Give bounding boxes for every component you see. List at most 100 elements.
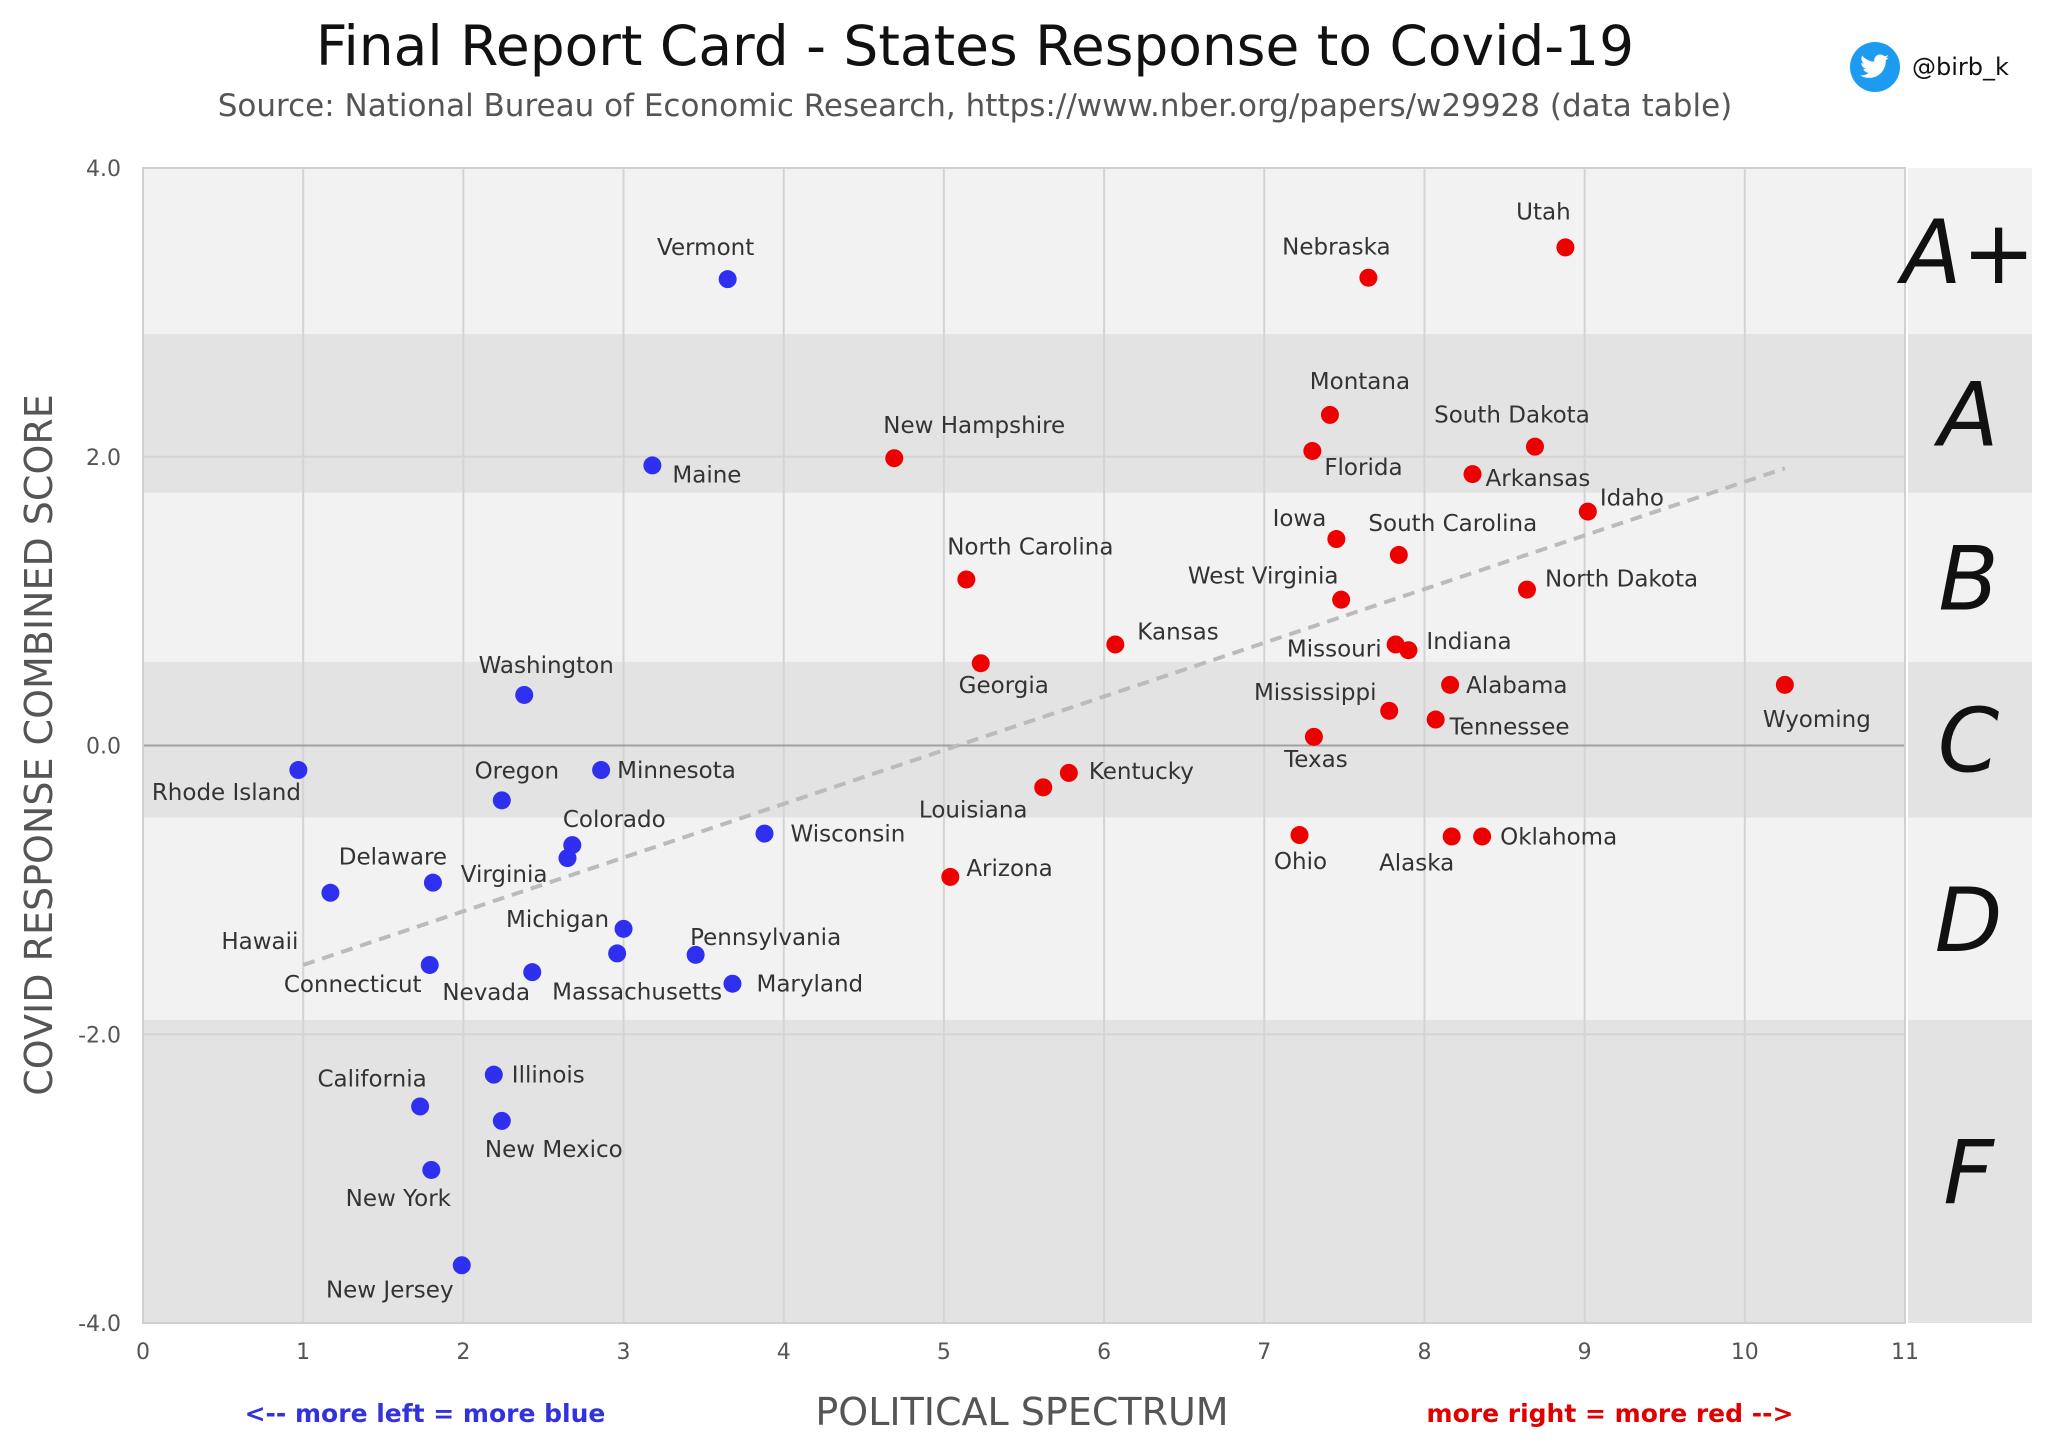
point-wisconsin[interactable]: [755, 824, 774, 843]
label-oregon: Oregon: [475, 758, 559, 784]
point-nevada[interactable]: [523, 963, 542, 982]
y-axis-title: COVID RESPONSE COMBINED SCORE: [17, 394, 61, 1096]
point-connecticut[interactable]: [420, 955, 439, 974]
point-mississippi[interactable]: [1380, 701, 1399, 720]
note-more-right: more right = more red -->: [1427, 1399, 1794, 1428]
point-indiana[interactable]: [1399, 641, 1418, 660]
point-maine[interactable]: [643, 456, 662, 475]
point-washington[interactable]: [515, 685, 534, 704]
point-north-dakota[interactable]: [1517, 580, 1536, 599]
point-minnesota[interactable]: [592, 761, 611, 780]
point-wyoming[interactable]: [1775, 675, 1794, 694]
label-colorado: Colorado: [563, 807, 666, 833]
label-alaska: Alaska: [1379, 850, 1454, 876]
point-new-hampshire[interactable]: [885, 449, 904, 468]
point-texas[interactable]: [1304, 727, 1323, 746]
point-arizona[interactable]: [941, 867, 960, 886]
label-tennessee: Tennessee: [1449, 715, 1570, 741]
point-south-carolina[interactable]: [1389, 545, 1408, 564]
label-idaho: Idaho: [1600, 486, 1664, 512]
label-mississippi: Mississippi: [1254, 680, 1377, 706]
point-utah[interactable]: [1556, 238, 1575, 257]
point-tennessee[interactable]: [1426, 710, 1445, 729]
point-florida[interactable]: [1303, 441, 1322, 460]
grade-band-b: [143, 492, 2032, 662]
x-tick-label: 0: [136, 1340, 150, 1365]
twitter-badge[interactable]: @birb_k: [1850, 42, 2009, 92]
data-points: [289, 238, 1794, 1275]
point-vermont[interactable]: [718, 270, 737, 289]
point-new-york[interactable]: [422, 1160, 441, 1179]
point-michigan[interactable]: [614, 919, 633, 938]
x-axis-ticks: 0 1 2 3 4 5 6 7 8 9 10 11: [136, 1340, 1919, 1365]
label-maryland: Maryland: [756, 972, 863, 998]
label-oklahoma: Oklahoma: [1500, 824, 1617, 850]
label-iowa: Iowa: [1273, 506, 1327, 532]
twitter-handle: @birb_k: [1912, 53, 2009, 81]
label-delaware: Delaware: [339, 845, 447, 871]
label-maine: Maine: [672, 462, 741, 488]
point-hawaii[interactable]: [321, 883, 340, 902]
point-california[interactable]: [411, 1097, 430, 1116]
point-alaska[interactable]: [1442, 827, 1461, 846]
label-south-carolina: South Carolina: [1368, 511, 1537, 537]
label-arizona: Arizona: [966, 856, 1052, 882]
label-missouri: Missouri: [1287, 636, 1382, 662]
point-virginia[interactable]: [558, 849, 577, 868]
point-south-dakota[interactable]: [1525, 437, 1544, 456]
point-maryland[interactable]: [723, 974, 742, 993]
point-rhode-island[interactable]: [289, 761, 308, 780]
x-tick-label: 4: [777, 1340, 791, 1365]
x-tick-label: 1: [296, 1340, 310, 1365]
label-massachusetts: Massachusetts: [552, 979, 722, 1005]
point-oregon[interactable]: [492, 791, 511, 810]
point-new-mexico[interactable]: [492, 1111, 511, 1130]
point-west-virginia[interactable]: [1332, 590, 1351, 609]
label-alabama: Alabama: [1466, 673, 1567, 699]
point-ohio[interactable]: [1290, 826, 1309, 845]
grade-band-c: [143, 661, 2032, 818]
grade-bands: [143, 168, 2032, 1323]
label-north-carolina: North Carolina: [947, 534, 1113, 560]
point-kentucky[interactable]: [1059, 763, 1078, 782]
label-new-york: New York: [346, 1186, 452, 1212]
point-kansas[interactable]: [1106, 635, 1125, 654]
label-michigan: Michigan: [506, 907, 609, 933]
label-texas: Texas: [1283, 747, 1348, 773]
point-idaho[interactable]: [1578, 502, 1597, 521]
point-pennsylvania[interactable]: [686, 945, 705, 964]
label-california: California: [318, 1066, 427, 1092]
point-illinois[interactable]: [484, 1065, 503, 1084]
label-utah: Utah: [1516, 199, 1571, 225]
point-labels: Vermont Maine Washington Rhode Island Oregon…: [152, 199, 1871, 1303]
point-north-carolina[interactable]: [957, 570, 976, 589]
y-tick-label: -4.0: [78, 1312, 121, 1337]
label-new-jersey: New Jersey: [326, 1277, 454, 1303]
point-nebraska[interactable]: [1359, 268, 1378, 287]
grade-letter-d: D: [1935, 869, 2003, 972]
label-washington: Washington: [479, 653, 614, 679]
point-alabama[interactable]: [1441, 675, 1460, 694]
label-nevada: Nevada: [442, 980, 530, 1006]
trendline: [302, 466, 1786, 967]
point-new-jersey[interactable]: [452, 1256, 471, 1275]
label-new-mexico: New Mexico: [485, 1137, 623, 1163]
label-virginia: Virginia: [461, 862, 548, 888]
x-tick-label: 7: [1257, 1340, 1271, 1365]
label-west-virginia: West Virginia: [1188, 564, 1339, 590]
label-pennsylvania: Pennsylvania: [690, 925, 841, 951]
label-florida: Florida: [1324, 455, 1402, 481]
y-tick-label: -2.0: [78, 1023, 121, 1048]
point-oklahoma[interactable]: [1473, 827, 1492, 846]
point-delaware[interactable]: [423, 873, 442, 892]
x-tick-label: 3: [617, 1340, 631, 1365]
point-iowa[interactable]: [1327, 530, 1346, 549]
point-massachusetts[interactable]: [608, 944, 627, 963]
label-vermont: Vermont: [657, 235, 754, 261]
point-louisiana[interactable]: [1034, 778, 1053, 797]
point-arkansas[interactable]: [1463, 465, 1482, 484]
label-wisconsin: Wisconsin: [791, 822, 906, 848]
point-montana[interactable]: [1320, 405, 1339, 424]
x-axis-title: POLITICAL SPECTRUM: [815, 1390, 1228, 1434]
point-georgia[interactable]: [971, 654, 990, 673]
